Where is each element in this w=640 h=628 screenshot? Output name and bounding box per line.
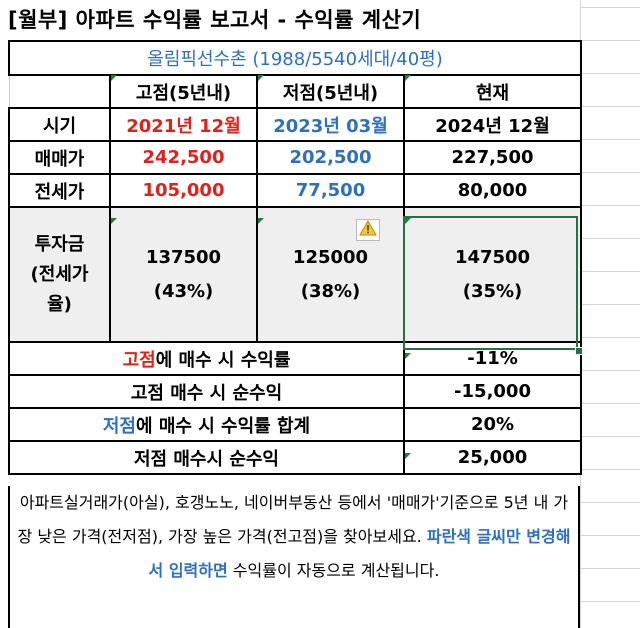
investment-label-line1: 투자금 xyxy=(34,233,85,255)
low-return-prefix: 저점 xyxy=(102,415,136,437)
header-current[interactable]: 현재 xyxy=(402,74,583,109)
complex-name-cell[interactable]: 올림픽선수촌 (1988/5540세대/40평) xyxy=(7,40,583,76)
header-high[interactable]: 고점(5년내) xyxy=(109,74,258,109)
header-low[interactable]: 저점(5년내) xyxy=(256,74,405,109)
high-return-suffix: 에 매수 시 수익률 xyxy=(155,349,291,371)
cell-price-low[interactable]: 202,500 xyxy=(256,140,405,175)
high-return-label-cell[interactable]: 고점에 매수 시 수익률 xyxy=(8,341,405,376)
cell-time-current[interactable]: 2024년 12월 xyxy=(402,107,583,142)
cell-time-low[interactable]: 2023년 03월 xyxy=(256,107,405,142)
high-return-value[interactable]: -11% xyxy=(402,341,583,376)
row-label-investment[interactable]: 투자금 (전세가 율) xyxy=(8,206,111,343)
cell-investment-current[interactable]: 147500 (35%) xyxy=(402,206,583,343)
empty-header-cell[interactable] xyxy=(8,74,111,109)
cell-jeonse-current[interactable]: 80,000 xyxy=(402,173,583,208)
row-label-price[interactable]: 매매가 xyxy=(8,140,111,175)
cell-indicator-triangle xyxy=(111,218,117,224)
row-label-time[interactable]: 시기 xyxy=(8,107,111,142)
investment-low-ratio: (38%) xyxy=(300,280,361,302)
low-return-suffix: 에 매수 시 수익률 합계 xyxy=(136,415,311,437)
sheet-grid-background xyxy=(580,0,640,628)
high-profit-label[interactable]: 고점 매수 시 순수익 xyxy=(8,374,405,409)
cell-indicator-triangle xyxy=(405,453,411,459)
cell-jeonse-low[interactable]: 77,500 xyxy=(256,173,405,208)
investment-current-ratio: (35%) xyxy=(462,280,523,302)
cell-indicator-triangle xyxy=(111,75,117,81)
investment-high-amount: 137500 xyxy=(145,246,222,268)
row-label-jeonse[interactable]: 전세가 xyxy=(8,173,111,208)
cell-investment-low[interactable]: 125000 (38%) xyxy=(256,206,405,343)
cell-time-high[interactable]: 2021년 12월 xyxy=(109,107,258,142)
cell-price-current[interactable]: 227,500 xyxy=(402,140,583,175)
note-highlight: 파란색 글씨만 변경해서 입력하면 xyxy=(148,527,571,580)
investment-current-amount: 147500 xyxy=(454,246,531,268)
cell-price-high[interactable]: 242,500 xyxy=(109,140,258,175)
cell-jeonse-high[interactable]: 105,000 xyxy=(109,173,258,208)
cell-indicator-triangle xyxy=(405,353,411,359)
cell-indicator-triangle xyxy=(258,75,264,81)
low-return-label-cell[interactable]: 저점에 매수 시 수익률 합계 xyxy=(8,407,405,442)
investment-high-ratio: (43%) xyxy=(153,280,214,302)
low-profit-value[interactable]: 25,000 xyxy=(402,440,583,475)
high-return-prefix: 고점 xyxy=(122,349,156,371)
error-check-button[interactable] xyxy=(356,219,380,241)
fill-handle[interactable] xyxy=(575,347,583,355)
calculator-table: 올림픽선수촌 (1988/5540세대/40평) 고점(5년내) 저점(5년내)… xyxy=(7,40,583,475)
low-profit-label[interactable]: 저점 매수시 순수익 xyxy=(8,440,405,475)
low-return-value[interactable]: 20% xyxy=(402,407,583,442)
report-title: [월부] 아파트 수익률 보고서 - 수익률 계산기 xyxy=(8,8,422,32)
warning-icon xyxy=(359,219,377,240)
note-text-2: 수익률이 자동으로 계산됩니다. xyxy=(227,561,440,580)
cell-indicator-triangle xyxy=(405,75,411,81)
high-profit-value[interactable]: -15,000 xyxy=(402,374,583,409)
note-text-1: 아파트실거래가(아실), 호갱노노, 네이버부동산 등에서 '매매가'기준으로 … xyxy=(17,493,569,546)
instruction-note[interactable]: 아파트실거래가(아실), 호갱노노, 네이버부동산 등에서 '매매가'기준으로 … xyxy=(8,486,580,628)
investment-label-line3: 율) xyxy=(47,293,72,315)
cell-indicator-triangle xyxy=(258,218,264,224)
investment-low-amount: 125000 xyxy=(292,246,369,268)
cell-investment-high[interactable]: 137500 (43%) xyxy=(109,206,258,343)
investment-label-line2: (전세가 xyxy=(30,263,89,285)
cell-indicator-triangle xyxy=(405,218,411,224)
